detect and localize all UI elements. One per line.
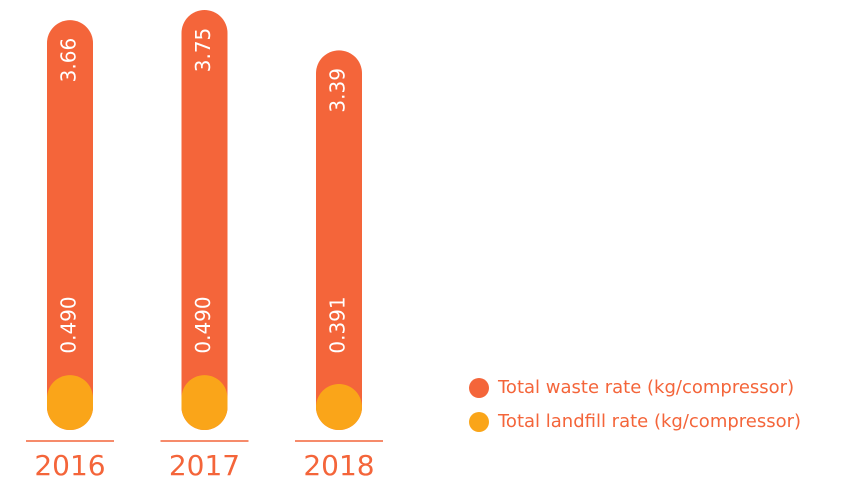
legend-swatch — [469, 378, 489, 398]
x-tick-label: 2017 — [169, 449, 240, 482]
value-label: 0.490 — [191, 296, 215, 353]
value-label: 0.490 — [57, 296, 81, 353]
waste-bar — [181, 10, 228, 430]
value-label: 3.39 — [326, 68, 350, 113]
landfill-bar — [47, 375, 93, 430]
x-tick-label: 2016 — [34, 449, 105, 482]
landfill-bar — [316, 384, 362, 430]
legend-swatch — [469, 412, 489, 432]
value-label: 3.75 — [191, 28, 215, 73]
value-label: 3.66 — [57, 38, 81, 83]
legend-item: Total landfill rate (kg/compressor) — [469, 411, 801, 432]
x-tick-label: 2018 — [303, 449, 374, 482]
waste-bar — [47, 20, 93, 431]
landfill-bar — [181, 375, 228, 430]
value-label: 0.391 — [326, 296, 350, 353]
legend-item: Total waste rate (kg/compressor) — [469, 377, 794, 398]
waste-bar — [316, 50, 362, 430]
legend-label: Total landfill rate (kg/compressor) — [497, 411, 801, 432]
legend-label: Total waste rate (kg/compressor) — [497, 377, 794, 398]
